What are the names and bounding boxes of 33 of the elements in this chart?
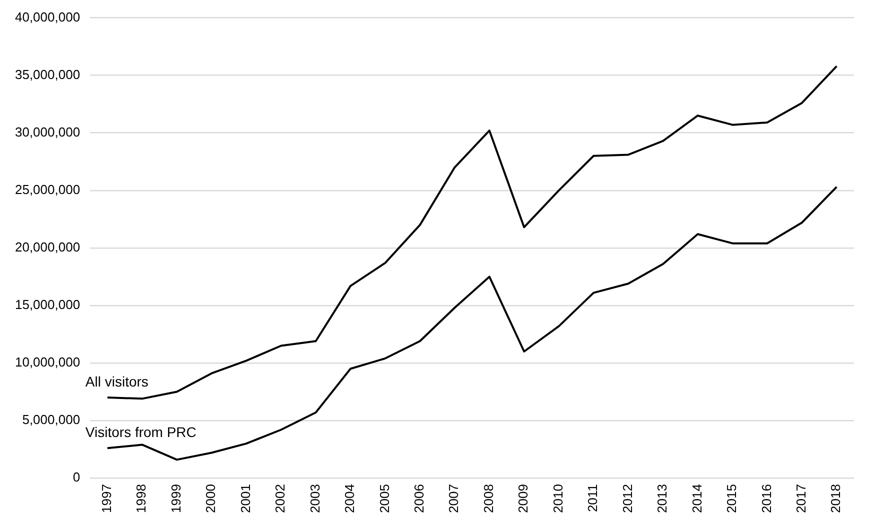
x-tick-label: 2004	[342, 484, 358, 513]
y-tick-label: 35,000,000	[14, 66, 80, 82]
y-tick-label: 20,000,000	[14, 240, 80, 255]
x-tick-label: 2013	[654, 484, 670, 513]
x-tick-label: 2018	[828, 484, 844, 513]
x-tick-label: 2014	[689, 484, 704, 513]
x-tick-label: 2007	[446, 484, 462, 513]
x-tick-label: 1997	[99, 484, 114, 513]
x-tick-label: 2017	[793, 484, 808, 513]
x-tick-label: 2015	[724, 484, 740, 513]
x-tick-label: 2005	[376, 484, 392, 513]
x-tick-label: 2006	[412, 484, 427, 513]
y-tick-label: 40,000,000	[14, 9, 80, 24]
x-tick-label: 2002	[272, 484, 288, 513]
x-tick-label: 2008	[480, 484, 496, 513]
y-tick-label: 0	[72, 470, 80, 485]
y-tick-label: 10,000,000	[14, 354, 80, 370]
y-tick-label: 25,000,000	[14, 182, 80, 197]
x-tick-label: 2016	[758, 484, 774, 513]
x-tick-label: 2001	[238, 484, 253, 513]
y-tick-label: 15,000,000	[14, 297, 80, 312]
x-tick-label: 2010	[550, 484, 566, 513]
x-tick-label: 2011	[585, 484, 600, 512]
x-tick-label: 2003	[307, 484, 322, 513]
y-tick-label: 5,000,000	[22, 412, 80, 428]
series-label: Visitors from PRC	[85, 424, 196, 440]
series-label: All visitors	[85, 373, 148, 390]
y-tick-label: 30,000,000	[14, 124, 80, 140]
x-tick-label: 2009	[516, 484, 531, 513]
x-tick-label: 2012	[620, 484, 635, 513]
x-tick-label: 1998	[134, 484, 149, 513]
x-tick-label: 1999	[168, 484, 184, 513]
x-tick-label: 2000	[203, 484, 218, 513]
